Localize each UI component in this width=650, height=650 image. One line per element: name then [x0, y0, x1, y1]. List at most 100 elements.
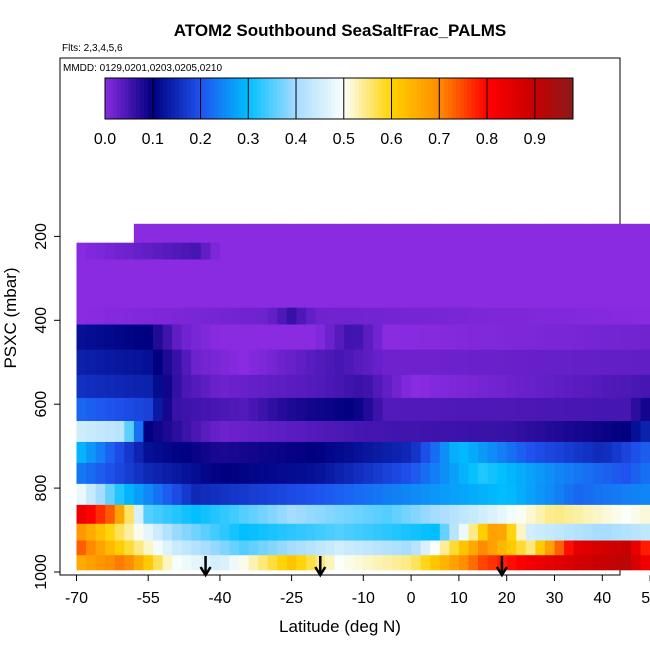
heatmap-cell — [487, 324, 498, 351]
colorbar-segment — [128, 78, 133, 119]
heatmap-cell — [583, 307, 594, 325]
heatmap-cell — [564, 523, 575, 541]
heatmap-cell — [611, 420, 623, 443]
heatmap-cell — [325, 242, 336, 260]
heatmap-cell — [86, 307, 97, 325]
heatmap-cell — [219, 483, 231, 506]
heatmap-cell — [525, 259, 536, 275]
heatmap-cell — [267, 259, 278, 275]
heatmap-cell — [200, 483, 211, 506]
heatmap-cell — [105, 441, 116, 464]
heatmap-cell — [611, 290, 623, 309]
colorbar-segment — [179, 78, 184, 119]
heatmap-cell — [229, 540, 240, 556]
heatmap-cell — [286, 483, 297, 506]
heatmap-cell — [478, 441, 489, 464]
heatmap-cell — [621, 349, 632, 376]
heatmap-cell — [506, 259, 517, 275]
heatmap-cell — [76, 420, 87, 443]
heatmap-cell — [248, 504, 259, 525]
heatmap-cell — [554, 374, 565, 399]
x-tick-label: -70 — [65, 590, 88, 607]
heatmap-cell — [554, 483, 565, 506]
heatmap-cell — [564, 374, 575, 399]
heatmap-cell — [353, 397, 364, 422]
heatmap-cell — [191, 223, 202, 244]
heatmap-cell — [391, 324, 403, 351]
heatmap-cell — [315, 349, 326, 376]
heatmap-cell — [573, 259, 584, 275]
heatmap-cell — [506, 374, 517, 399]
colorbar-segment — [362, 78, 367, 119]
heatmap-cell — [315, 374, 326, 399]
heatmap-cell — [411, 349, 422, 376]
heatmap-cell — [525, 290, 536, 309]
heatmap-cell — [162, 274, 173, 292]
heatmap-cell — [449, 397, 460, 422]
heatmap-cell — [143, 483, 154, 506]
heatmap-cell — [564, 349, 575, 376]
heatmap-cell — [162, 441, 173, 464]
heatmap-cell — [114, 324, 125, 351]
colorbar-segment — [190, 78, 196, 119]
heatmap-cell — [325, 223, 336, 244]
heatmap-cell — [382, 259, 393, 275]
heatmap-cell — [592, 324, 603, 351]
heatmap-cell — [277, 259, 288, 275]
heatmap-cell — [181, 324, 192, 351]
heatmap-cell — [210, 324, 221, 351]
heatmap-cell — [411, 483, 422, 506]
heatmap-cell — [487, 523, 498, 541]
heatmap-cell — [191, 290, 202, 309]
y-axis-label: PSXC (mbar) — [1, 267, 20, 368]
colorbar-segment — [479, 78, 484, 119]
heatmap-cell — [621, 259, 632, 275]
heatmap-cell — [640, 259, 650, 275]
heatmap-cell — [630, 349, 642, 376]
heatmap-cell — [535, 324, 546, 351]
heatmap-cell — [277, 324, 288, 351]
heatmap-cell — [219, 555, 231, 571]
heatmap-cell — [248, 290, 259, 309]
heatmap-cell — [172, 540, 183, 556]
heatmap-cell — [181, 242, 192, 260]
heatmap-cell — [143, 223, 154, 244]
heatmap-cell — [391, 540, 403, 556]
heatmap-cell — [210, 540, 221, 556]
heatmap-cell — [277, 307, 288, 325]
heatmap-cell — [114, 259, 125, 275]
colorbar-segment — [253, 78, 258, 119]
colorbar-segment — [420, 78, 426, 119]
heatmap-cell — [95, 504, 106, 525]
heatmap-cell — [391, 397, 403, 422]
heatmap-cell — [458, 349, 470, 376]
heatmap-cell — [334, 523, 345, 541]
y-tick-label: 1000 — [33, 554, 50, 590]
heatmap-cell — [602, 462, 613, 485]
heatmap-cell — [382, 397, 393, 422]
heatmap-cell — [344, 540, 355, 556]
heatmap-cell — [105, 349, 116, 376]
heatmap-cell — [640, 223, 650, 244]
heatmap-cell — [592, 274, 603, 292]
heatmap-cell — [162, 307, 173, 325]
heatmap-cell — [621, 374, 632, 399]
heatmap-cell — [525, 349, 536, 376]
heatmap-cell — [277, 504, 288, 525]
heatmap-cell — [640, 274, 650, 292]
colorbar-tick-label: 0.8 — [476, 131, 498, 148]
heatmap-cell — [449, 420, 460, 443]
heatmap-cell — [430, 540, 441, 556]
heatmap-cell — [200, 290, 211, 309]
heatmap-cell — [640, 349, 650, 376]
heatmap-cell — [525, 274, 536, 292]
heatmap-cell — [181, 462, 192, 485]
heatmap-cell — [210, 555, 221, 571]
colorbar-segment — [537, 78, 543, 119]
x-tick-label: 30 — [546, 590, 564, 607]
heatmap-cell — [640, 324, 650, 351]
heatmap-cell — [152, 307, 164, 325]
heatmap-cell — [458, 441, 470, 464]
heatmap-cell — [439, 483, 450, 506]
heatmap-cell — [602, 483, 613, 506]
